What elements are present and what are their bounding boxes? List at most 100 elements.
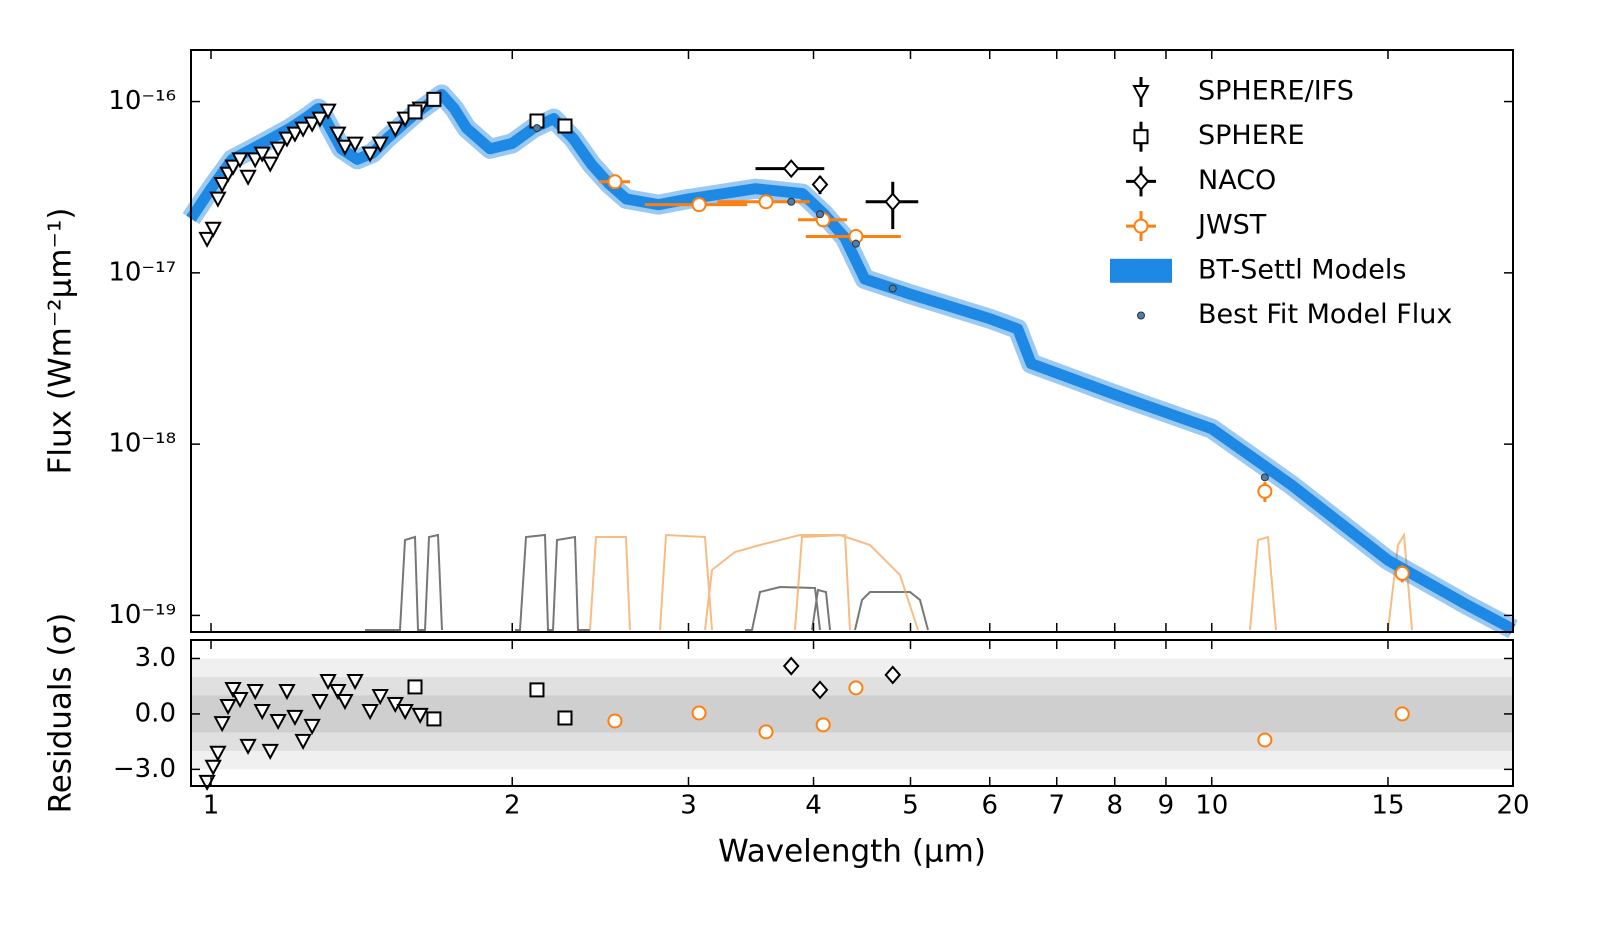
triangle-marker — [253, 703, 271, 721]
x-tick-label: 2 — [504, 791, 521, 821]
model-band — [186, 88, 1516, 635]
square-marker — [557, 118, 573, 134]
x-tick-label: 15 — [1371, 791, 1404, 821]
square-marker — [1133, 129, 1149, 145]
circle-marker — [815, 717, 831, 733]
triangle-marker — [224, 159, 242, 176]
filter-curve — [515, 533, 590, 631]
legend-label: SPHERE — [1198, 120, 1305, 151]
circle-marker — [1394, 565, 1410, 581]
diamond-marker — [1132, 171, 1150, 191]
triangle-marker — [278, 684, 296, 701]
triangle-marker — [239, 738, 257, 756]
sigma-band — [191, 695, 1513, 733]
x-tick-label: 7 — [1048, 791, 1065, 821]
dot-marker — [532, 124, 541, 133]
triangle-marker — [346, 136, 364, 153]
circle-marker — [1394, 706, 1410, 722]
square-marker — [529, 682, 545, 698]
triangle-marker — [411, 707, 429, 724]
diamond-marker — [811, 174, 829, 195]
square-marker — [426, 91, 442, 107]
y-tick-label: 10⁻¹⁸ — [108, 429, 176, 459]
square-marker — [407, 679, 423, 695]
triangle-marker — [269, 713, 287, 731]
circle-marker — [848, 680, 864, 696]
circle-marker — [691, 705, 707, 721]
legend-label: Best Fit Model Flux — [1198, 299, 1452, 330]
filter-curve — [811, 588, 831, 631]
legend-swatch — [1110, 258, 1172, 283]
y-tick-label: 10⁻¹⁷ — [108, 257, 176, 287]
triangle-marker — [286, 709, 304, 726]
square-marker — [407, 104, 423, 120]
filter-curves-gray — [365, 533, 929, 631]
x-tick-label: 3 — [680, 791, 697, 821]
triangle-marker — [239, 169, 257, 186]
residual-tick-label: 3.0 — [135, 643, 176, 673]
triangle-marker — [246, 684, 264, 701]
triangle-marker — [213, 177, 231, 194]
triangle-marker — [303, 718, 321, 736]
triangle-marker — [1132, 85, 1150, 102]
dot-marker — [787, 197, 796, 206]
filter-curve — [794, 533, 851, 631]
triangle-marker — [329, 684, 347, 701]
triangle-marker — [213, 716, 231, 733]
x-tick-label: 8 — [1106, 791, 1123, 821]
filter-curve — [659, 533, 713, 631]
triangle-marker — [231, 691, 249, 709]
triangle-marker — [261, 743, 279, 760]
diamond-marker — [782, 656, 800, 676]
dot-marker — [888, 284, 897, 293]
x-tick-label: 20 — [1496, 791, 1529, 821]
circle-marker — [607, 713, 623, 729]
main-frame — [190, 49, 1514, 633]
dot-marker — [1137, 311, 1145, 320]
triangle-marker — [219, 698, 237, 716]
filter-curve — [589, 536, 631, 631]
legend-label: JWST — [1196, 210, 1267, 241]
diamond-marker — [884, 665, 902, 685]
x-tick-label: 5 — [902, 791, 919, 821]
filter-curve — [1249, 535, 1277, 631]
diamond-marker — [811, 680, 829, 700]
residual-tick-label: 0.0 — [135, 698, 176, 728]
filter-curve — [854, 591, 929, 631]
legend-label: SPHERE/IFS — [1198, 76, 1354, 107]
triangle-marker — [311, 111, 329, 128]
plot-layer — [182, 84, 1518, 792]
diamond-marker — [884, 192, 902, 212]
triangle-marker — [396, 703, 414, 721]
triangle-marker — [361, 703, 379, 721]
triangle-marker — [319, 674, 337, 691]
circle-marker — [1133, 218, 1149, 234]
x-tick-label: 9 — [1158, 791, 1175, 821]
filter-curve — [704, 534, 919, 631]
triangle-marker — [346, 674, 364, 691]
triangle-marker — [336, 139, 354, 156]
legend-label: BT-Settl Models — [1198, 254, 1406, 285]
circle-marker — [1257, 732, 1273, 748]
x-tick-label: 10 — [1195, 791, 1228, 821]
filter-curves — [365, 531, 1413, 631]
triangle-marker — [204, 759, 222, 776]
triangle-marker — [303, 116, 321, 133]
residual-frame — [190, 639, 1514, 787]
filter-curve — [1387, 531, 1413, 631]
residual-axis-label: Residuals (σ) — [43, 613, 79, 814]
triangle-marker — [319, 103, 337, 120]
triangle-marker — [278, 131, 296, 148]
circle-marker — [758, 724, 774, 740]
legend-label: NACO — [1198, 165, 1276, 196]
x-tick-label: 4 — [805, 791, 822, 821]
filter-curves-orange — [589, 531, 1413, 631]
triangle-marker — [386, 121, 404, 138]
triangle-marker — [204, 221, 222, 238]
triangle-marker — [253, 146, 271, 163]
triangle-marker — [224, 681, 242, 699]
triangle-marker — [231, 152, 249, 169]
triangle-marker — [269, 141, 287, 158]
